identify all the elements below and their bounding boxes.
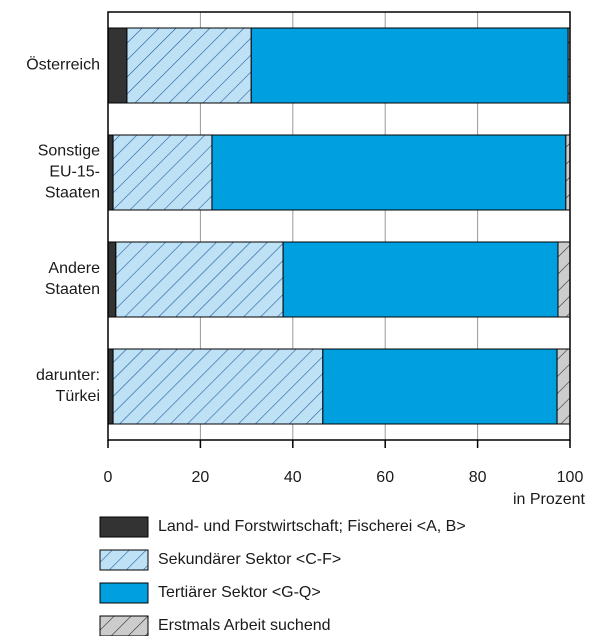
bar-segment (115, 241, 284, 318)
y-tick-label: Sonstige EU-15-Staaten (38, 143, 100, 202)
y-tick-label: Andere Staaten (45, 260, 100, 298)
bar-segment (556, 348, 571, 425)
legend-label: Erstmals Arbeit suchend (158, 617, 331, 634)
y-tick-label: darunter: Türkei (36, 367, 100, 405)
y-tick-label: Österreich (26, 56, 100, 74)
legend-swatch (99, 549, 149, 571)
bar-segment (250, 27, 569, 104)
legend-swatch (99, 516, 149, 538)
bar-segment (322, 348, 558, 425)
bar-segment (107, 241, 117, 318)
bar-segment (282, 241, 559, 318)
x-tick-label: 20 (192, 469, 210, 486)
plot-frame (107, 11, 571, 441)
legend-swatch (99, 615, 149, 636)
bar-segment (211, 134, 567, 211)
legend-label: Sekundärer Sektor <C-F> (158, 551, 341, 568)
bar-segment (557, 241, 571, 318)
legend-swatch (99, 582, 149, 604)
x-axis-label: in Prozent (513, 491, 586, 508)
bar-segment (112, 348, 324, 425)
bar-segment (107, 27, 128, 104)
x-tick-label: 0 (104, 469, 113, 486)
legend-label: Land- und Forstwirtschaft; Fischerei <A,… (158, 518, 466, 535)
legend-label: Tertiärer Sektor <G-Q> (158, 584, 321, 601)
bar-segment (107, 348, 114, 425)
bar-segment (126, 27, 252, 104)
bar-segment (107, 134, 114, 211)
bar-segment (112, 134, 213, 211)
x-tick-label: 80 (469, 469, 487, 486)
x-tick-label: 60 (376, 469, 394, 486)
x-tick-label: 100 (557, 469, 584, 486)
x-tick-label: 40 (284, 469, 302, 486)
